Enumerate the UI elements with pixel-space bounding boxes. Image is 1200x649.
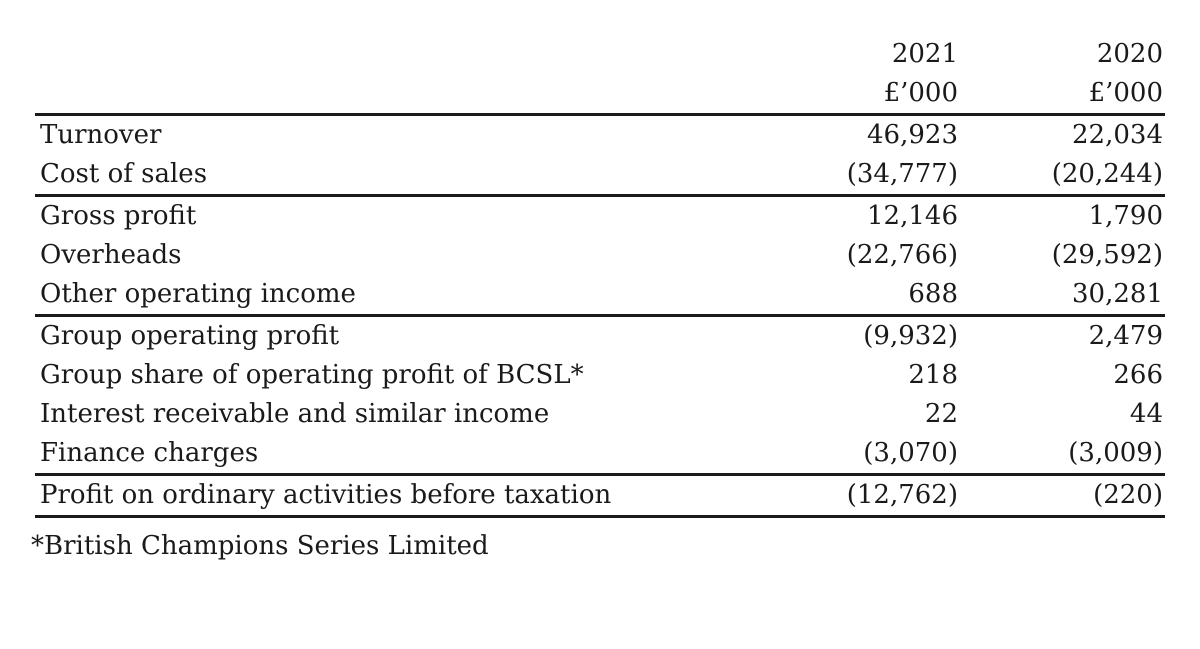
row-label: Cost of sales — [40, 159, 208, 189]
row-label: Group operating profit — [40, 321, 340, 351]
section-profit-before-taxation: Profit on ordinary activities before tax… — [35, 476, 1165, 518]
table-row-cost-of-sales: Cost of sales (34,777) (20,244) — [35, 155, 1165, 194]
row-value-2021: 12,146 — [867, 201, 958, 231]
unit-label-2021: £’000 — [883, 78, 958, 108]
row-label: Turnover — [40, 120, 162, 150]
row-value-2020: 44 — [1129, 399, 1163, 429]
table-row-group-operating-profit: Group operating profit (9,932) 2,479 — [35, 317, 1165, 356]
row-value-2021: 22 — [924, 399, 958, 429]
table-row-finance-charges: Finance charges (3,070) (3,009) — [35, 434, 1165, 473]
row-value-2021: (3,070) — [863, 438, 958, 468]
row-label: Group share of operating profit of BCSL* — [40, 360, 584, 390]
row-value-2020: 266 — [1113, 360, 1163, 390]
table-row-interest-receivable: Interest receivable and similar income 2… — [35, 395, 1165, 434]
unit-label-2020: £’000 — [1088, 78, 1163, 108]
table-row-overheads: Overheads (22,766) (29,592) — [35, 236, 1165, 275]
table-row-gross-profit: Gross profit 12,146 1,790 — [35, 197, 1165, 236]
row-value-2020: (3,009) — [1068, 438, 1163, 468]
row-value-2021: 218 — [908, 360, 958, 390]
table-row-profit-before-taxation: Profit on ordinary activities before tax… — [35, 476, 1165, 515]
row-value-2020: 2,479 — [1088, 321, 1163, 351]
row-label: Finance charges — [40, 438, 259, 468]
table-row-turnover: Turnover 46,923 22,034 — [35, 116, 1165, 155]
footnote-bcsl: *British Champions Series Limited — [31, 531, 489, 561]
year-header-2021: 2021 — [891, 39, 958, 69]
year-header-2020: 2020 — [1096, 39, 1163, 69]
row-label: Other operating income — [40, 279, 356, 309]
row-value-2021: 688 — [908, 279, 958, 309]
row-label: Profit on ordinary activities before tax… — [40, 480, 612, 510]
row-value-2021: (22,766) — [846, 240, 958, 270]
row-value-2021: (12,762) — [846, 480, 958, 510]
row-value-2021: 46,923 — [867, 120, 958, 150]
row-value-2020: 22,034 — [1072, 120, 1163, 150]
table-row-other-operating-income: Other operating income 688 30,281 — [35, 275, 1165, 314]
profit-and-loss-table: 2021 2020 £’000 £’000 Turnover 46,923 22… — [35, 35, 1165, 518]
row-value-2020: (29,592) — [1051, 240, 1163, 270]
section-turnover: Turnover 46,923 22,034 Cost of sales (34… — [35, 116, 1165, 197]
row-value-2020: 1,790 — [1088, 201, 1163, 231]
row-value-2020: (20,244) — [1051, 159, 1163, 189]
row-label: Overheads — [40, 240, 182, 270]
section-operating-profit: Group operating profit (9,932) 2,479 Gro… — [35, 317, 1165, 476]
row-value-2020: 30,281 — [1072, 279, 1163, 309]
table-header-section: 2021 2020 £’000 £’000 — [35, 35, 1165, 116]
row-label: Gross profit — [40, 201, 197, 231]
row-value-2021: (34,777) — [846, 159, 958, 189]
row-label: Interest receivable and similar income — [40, 399, 550, 429]
table-row-group-share-bcsl: Group share of operating profit of BCSL*… — [35, 356, 1165, 395]
unit-header-row: £’000 £’000 — [35, 74, 1165, 113]
year-header-row: 2021 2020 — [35, 35, 1165, 74]
row-value-2020: (220) — [1093, 480, 1163, 510]
section-gross-profit: Gross profit 12,146 1,790 Overheads (22,… — [35, 197, 1165, 317]
row-value-2021: (9,932) — [863, 321, 958, 351]
